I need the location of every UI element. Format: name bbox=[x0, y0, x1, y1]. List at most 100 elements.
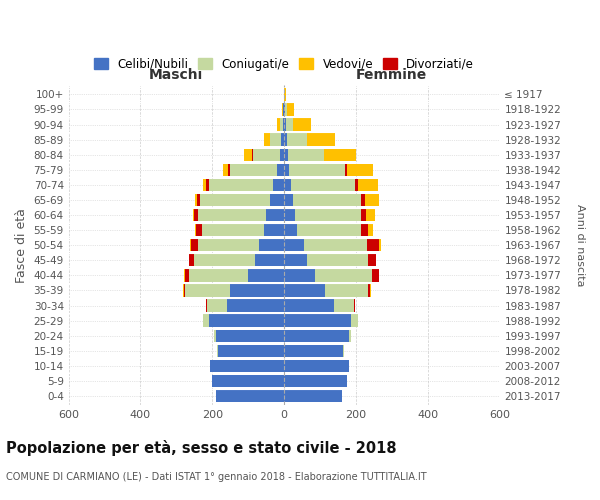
Bar bbox=[284, 164, 289, 176]
Bar bbox=[227, 300, 284, 312]
Bar bbox=[290, 178, 355, 191]
Bar bbox=[361, 194, 365, 206]
Bar bbox=[265, 224, 284, 236]
Bar bbox=[266, 209, 284, 221]
Bar bbox=[206, 300, 207, 312]
Bar bbox=[280, 148, 284, 161]
Bar bbox=[284, 375, 347, 387]
Bar bbox=[284, 134, 287, 146]
Bar bbox=[284, 300, 334, 312]
Bar bbox=[347, 164, 373, 176]
Bar bbox=[304, 239, 367, 252]
Bar bbox=[198, 239, 259, 252]
Bar bbox=[216, 330, 284, 342]
Bar bbox=[196, 224, 202, 236]
Bar bbox=[284, 314, 350, 327]
Bar bbox=[284, 178, 290, 191]
Bar bbox=[307, 254, 368, 266]
Bar bbox=[286, 118, 293, 130]
Bar bbox=[287, 134, 307, 146]
Bar bbox=[285, 104, 287, 116]
Bar bbox=[287, 104, 294, 116]
Bar bbox=[365, 209, 374, 221]
Y-axis label: Anni di nascita: Anni di nascita bbox=[575, 204, 585, 286]
Bar bbox=[296, 224, 361, 236]
Bar bbox=[189, 269, 248, 281]
Bar bbox=[324, 148, 356, 161]
Bar bbox=[194, 209, 198, 221]
Text: Maschi: Maschi bbox=[149, 68, 203, 82]
Bar bbox=[284, 148, 287, 161]
Bar bbox=[212, 375, 284, 387]
Bar bbox=[211, 360, 284, 372]
Bar bbox=[189, 254, 194, 266]
Bar bbox=[185, 269, 189, 281]
Bar bbox=[368, 224, 373, 236]
Bar bbox=[206, 178, 209, 191]
Bar bbox=[365, 194, 379, 206]
Text: Femmine: Femmine bbox=[356, 68, 427, 82]
Bar bbox=[361, 209, 365, 221]
Bar bbox=[334, 300, 354, 312]
Bar bbox=[209, 178, 274, 191]
Bar bbox=[284, 239, 304, 252]
Bar bbox=[259, 239, 284, 252]
Bar bbox=[281, 134, 284, 146]
Bar bbox=[191, 239, 198, 252]
Bar bbox=[284, 284, 325, 296]
Text: COMUNE DI CARMIANO (LE) - Dati ISTAT 1° gennaio 2018 - Elaborazione TUTTITALIA.I: COMUNE DI CARMIANO (LE) - Dati ISTAT 1° … bbox=[6, 472, 427, 482]
Bar bbox=[345, 164, 347, 176]
Bar bbox=[207, 300, 227, 312]
Bar bbox=[200, 194, 270, 206]
Bar bbox=[293, 118, 311, 130]
Bar bbox=[349, 330, 350, 342]
Legend: Celibi/Nubili, Coniugati/e, Vedovi/e, Divorziati/e: Celibi/Nubili, Coniugati/e, Vedovi/e, Di… bbox=[89, 53, 479, 76]
Bar bbox=[284, 224, 296, 236]
Bar bbox=[198, 209, 266, 221]
Y-axis label: Fasce di età: Fasce di età bbox=[15, 208, 28, 282]
Bar bbox=[197, 194, 200, 206]
Bar bbox=[230, 164, 277, 176]
Bar bbox=[284, 118, 286, 130]
Bar bbox=[284, 390, 341, 402]
Bar bbox=[361, 224, 368, 236]
Text: Popolazione per età, sesso e stato civile - 2018: Popolazione per età, sesso e stato civil… bbox=[6, 440, 397, 456]
Bar bbox=[283, 118, 284, 130]
Bar bbox=[284, 360, 349, 372]
Bar bbox=[289, 164, 345, 176]
Bar bbox=[244, 148, 253, 161]
Bar bbox=[253, 148, 280, 161]
Bar bbox=[230, 284, 284, 296]
Bar bbox=[195, 194, 197, 206]
Bar bbox=[209, 314, 284, 327]
Bar bbox=[358, 178, 378, 191]
Bar bbox=[284, 254, 307, 266]
Bar bbox=[284, 194, 293, 206]
Bar bbox=[325, 284, 368, 296]
Bar bbox=[271, 134, 281, 146]
Bar bbox=[284, 104, 285, 116]
Bar bbox=[307, 134, 335, 146]
Bar bbox=[284, 209, 295, 221]
Bar bbox=[354, 300, 355, 312]
Bar bbox=[379, 239, 381, 252]
Bar bbox=[203, 314, 209, 327]
Bar bbox=[284, 88, 286, 101]
Bar bbox=[372, 269, 379, 281]
Bar bbox=[368, 254, 376, 266]
Bar bbox=[270, 194, 284, 206]
Bar bbox=[185, 284, 230, 296]
Bar bbox=[287, 148, 323, 161]
Bar bbox=[184, 284, 185, 296]
Bar bbox=[277, 118, 280, 130]
Bar bbox=[218, 344, 284, 357]
Bar bbox=[248, 269, 284, 281]
Bar bbox=[284, 344, 343, 357]
Bar bbox=[284, 269, 314, 281]
Bar bbox=[284, 330, 349, 342]
Bar bbox=[229, 164, 230, 176]
Bar bbox=[274, 178, 284, 191]
Bar bbox=[214, 330, 216, 342]
Bar bbox=[216, 390, 284, 402]
Bar bbox=[193, 209, 194, 221]
